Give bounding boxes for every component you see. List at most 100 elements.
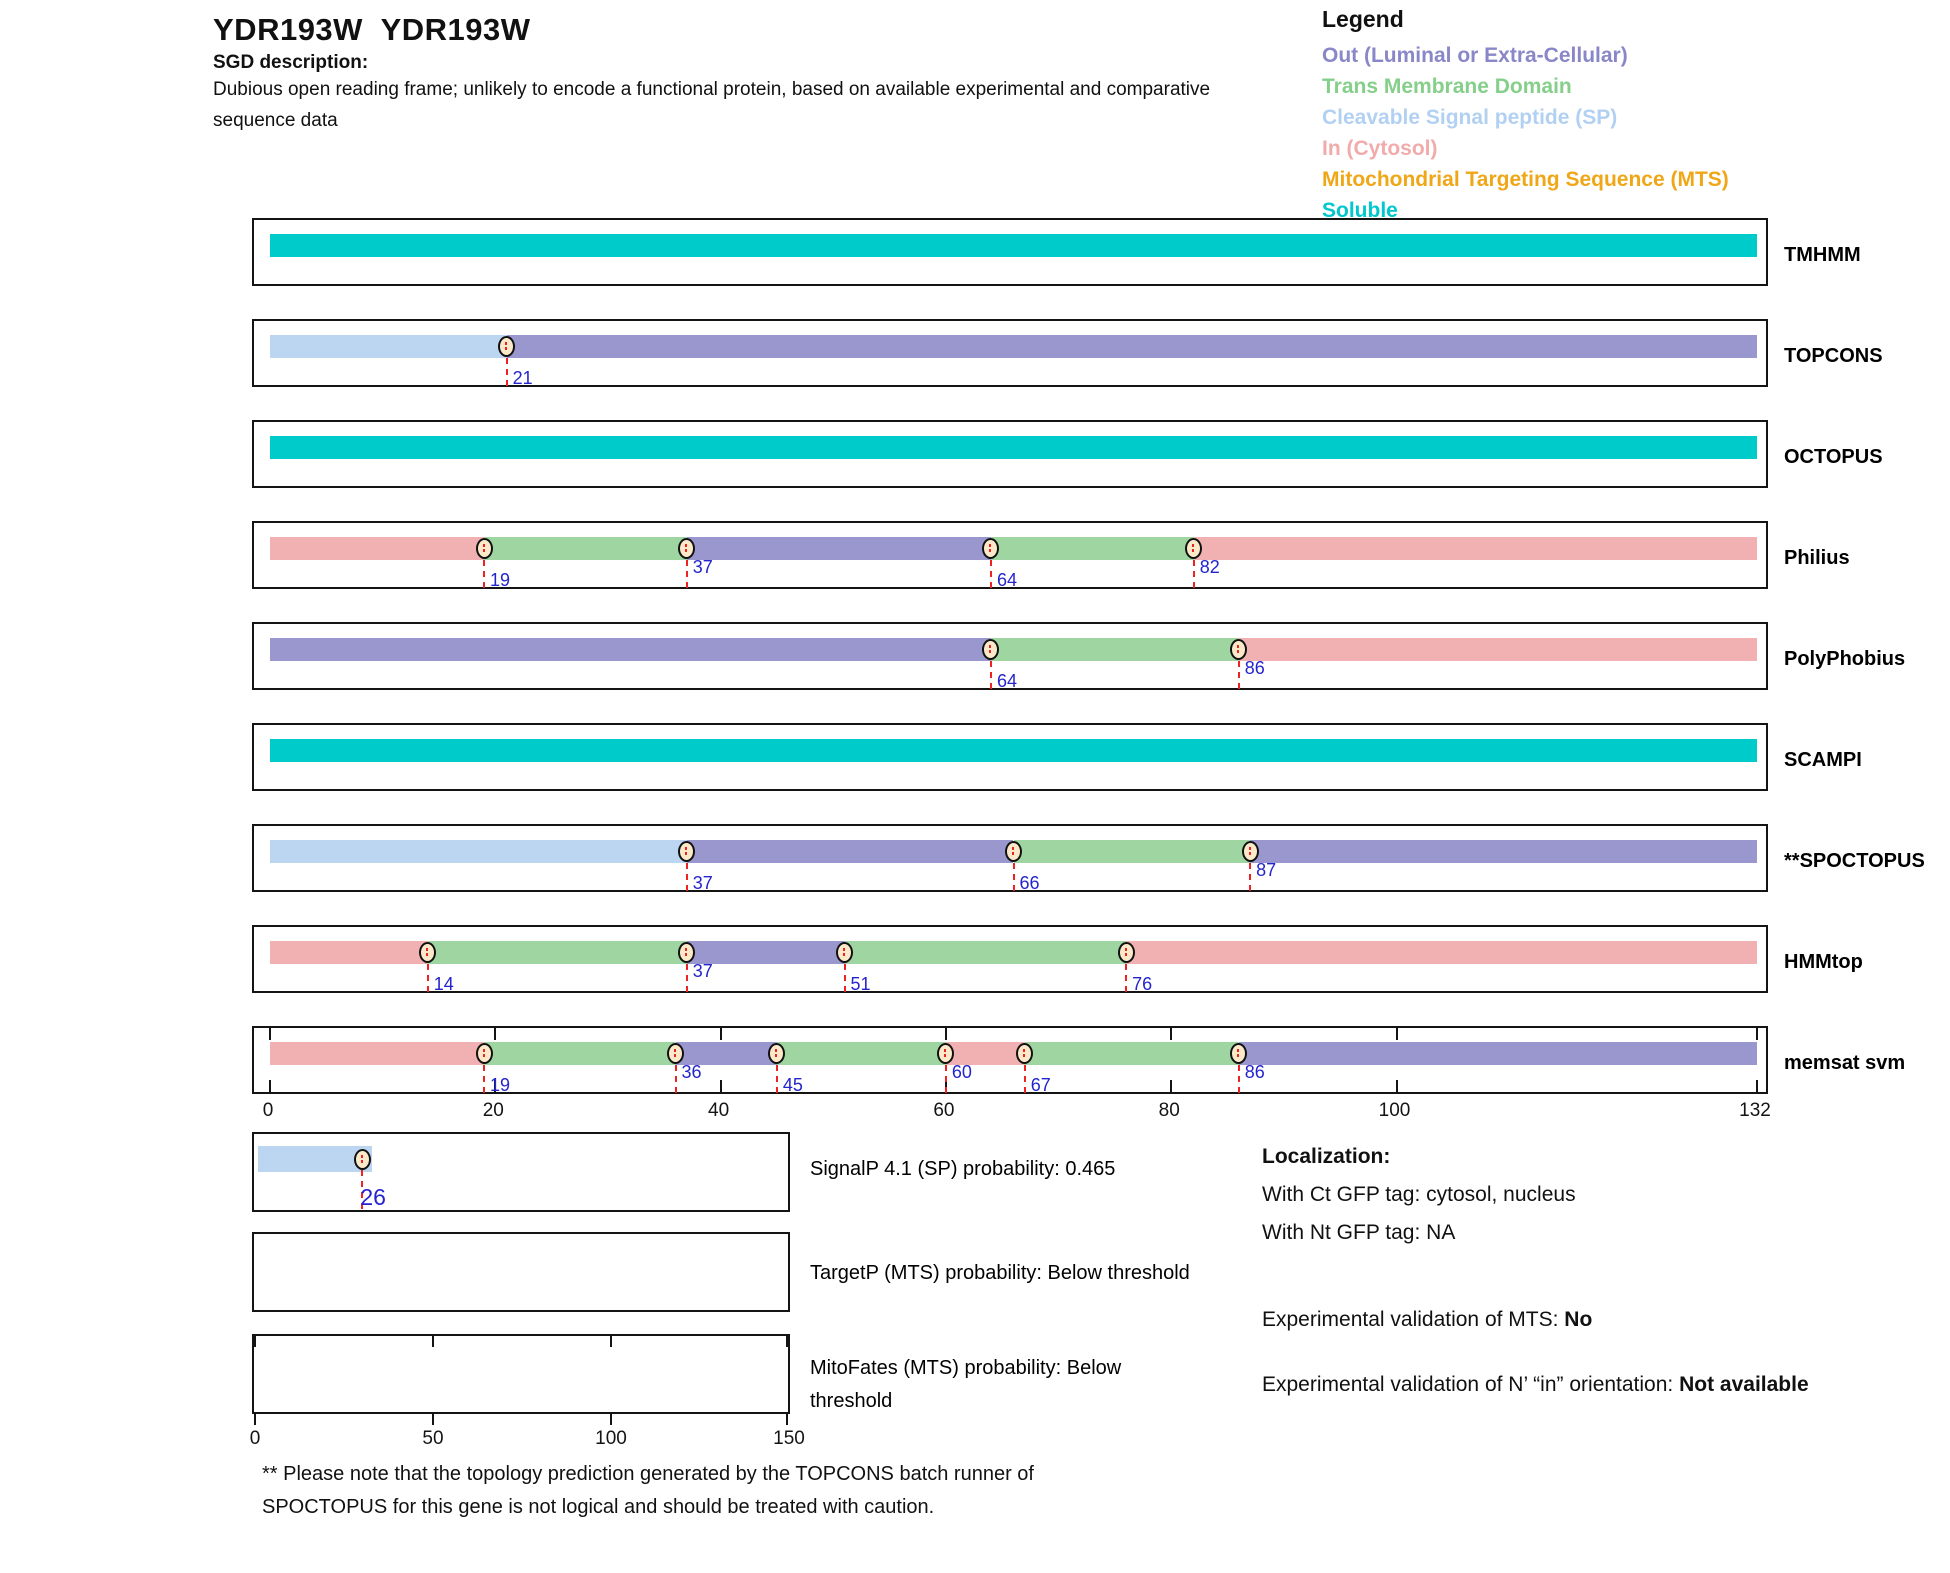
segment-in [270,1042,485,1065]
boundary-position-label: 67 [1030,1075,1051,1095]
segment-out [686,537,991,560]
boundary-marker-circle [1185,538,1203,559]
boundary-position-label: 86 [1244,658,1265,678]
marker-inner-dash [843,948,846,956]
orientation-validation-line: Experimental validation of N’ “in” orien… [1262,1368,1842,1402]
axis-tick-bottom [1395,1080,1398,1092]
page-title: YDR193W YDR193W [213,12,531,47]
track-label-tmhmm: TMHMM [1784,244,1861,266]
boundary-marker-circle [1241,841,1259,862]
axis-tick-top [719,1028,722,1040]
marker-inner-dash [505,342,508,350]
axis-tick-bottom [494,1080,497,1092]
boundary-position-label: 82 [1199,557,1220,577]
marker-inner-dash [426,948,429,956]
boundary-position-label: 51 [850,974,871,994]
boundary-marker-circle [1230,639,1248,660]
marker-inner-dash [685,847,688,855]
marker-inner-dash [482,544,485,552]
sgd-description-label: SGD description: [213,52,369,73]
marker-dashed-line [426,952,429,992]
signalp-plot-box: 26 [252,1132,790,1212]
main-axis-label-40: 40 [708,1100,730,1121]
track-box-hmmtop: 14 37 51 76 HMMtop [252,925,1863,994]
boundary-marker-circle [678,942,696,963]
segment-in [270,537,485,560]
marker-dashed-line [674,1053,677,1093]
marker-inner-dash [1192,544,1195,552]
segment-tm [776,1042,946,1065]
segment-tm [484,537,687,560]
boundary-position-label: 21 [512,368,533,388]
legend-title: Legend [1322,6,1404,32]
boundary-marker-circle [475,1043,493,1064]
boundary-marker-circle [982,639,1000,660]
main-axis-label-132: 132 [1739,1100,1771,1121]
boundary-position-label: 45 [782,1075,803,1095]
boundary-marker-circle [678,841,696,862]
boundary-marker-circle [937,1043,955,1064]
track-label-spoctopus: **SPOCTOPUS [1784,850,1925,872]
orientation-validation-label: Experimental validation of N’ “in” orien… [1262,1373,1680,1396]
signalp-marker-dash [361,1159,364,1211]
mitofates-tick-top [432,1336,434,1347]
marker-dashed-line [1249,851,1252,891]
mitofates-axis-label-150: 150 [773,1428,805,1449]
boundary-position-label: 64 [996,570,1017,590]
boundary-position-label: 36 [681,1062,702,1082]
sgd-description-text: Dubious open reading frame; unlikely to … [213,79,1211,131]
signalp-marker-circle [353,1148,371,1170]
axis-tick-top [1395,1028,1398,1040]
track-label-hmmtop: HMMtop [1784,951,1863,973]
boundary-marker-circle [678,538,696,559]
marker-inner-dash [1237,1049,1240,1057]
mitofates-tick-bottom [432,1412,434,1425]
boundary-position-label: 19 [490,1075,511,1095]
legend: Legend Out (Luminal or Extra-Cellular) Tr… [1322,6,1729,226]
segment-out [270,638,991,661]
segment-out [686,840,1014,863]
marker-inner-dash [482,1049,485,1057]
marker-dashed-line [944,1053,947,1093]
boundary-position-label: 60 [951,1062,972,1082]
mts-validation-line: Experimental validation of MTS: No [1262,1308,1592,1332]
signalp-text: SignalP 4.1 (SP) probability: 0.465 [810,1158,1116,1180]
track-box-scampi: SCAMPI [252,723,1862,791]
segment-soluble [270,739,1757,762]
marker-inner-dash [989,544,992,552]
boundary-position-label: 37 [692,557,713,577]
axis-tick-top [269,1028,271,1040]
segment-in [945,1042,1025,1065]
boundary-position-label: 37 [692,873,713,893]
mitofates-text: MitoFates (MTS) probability: Below thres… [810,1357,1122,1412]
main-axis-label-20: 20 [482,1100,504,1121]
legend-item-tm: Trans Membrane Domain [1322,75,1572,98]
track-box-topcons: 21 TOPCONS [252,319,1883,388]
marker-dashed-line [989,649,992,689]
mitofates-tick-top [786,1336,788,1347]
marker-dashed-line [843,952,846,992]
mitofates-axis-label-100: 100 [595,1428,627,1449]
boundary-position-label: 66 [1019,873,1040,893]
marker-dashed-line [505,346,508,386]
marker-dashed-line [483,548,486,588]
axis-tick-bottom [1170,1080,1173,1092]
boundary-marker-circle [1230,1043,1248,1064]
segment-tm [1024,1042,1239,1065]
main-axis-label-100: 100 [1378,1100,1411,1121]
segment-sp [270,335,507,358]
segment-soluble [270,234,1757,257]
marker-dashed-line [1012,851,1015,891]
marker-inner-dash [989,645,992,653]
marker-inner-dash [1012,847,1014,855]
track-label-octopus: OCTOPUS [1784,446,1883,468]
axis-tick-top [494,1028,497,1040]
track-box-memsatsvm: 19 36 45 60 67 86 memsat svm [252,1026,1905,1095]
marker-inner-dash [360,1154,363,1163]
mts-validation-label: Experimental validation of MTS: [1262,1308,1565,1331]
targetp-text: TargetP (MTS) probability: Below thresho… [810,1262,1190,1284]
boundary-marker-circle [836,942,854,963]
segment-in [1193,537,1757,560]
segment-in [270,941,428,964]
